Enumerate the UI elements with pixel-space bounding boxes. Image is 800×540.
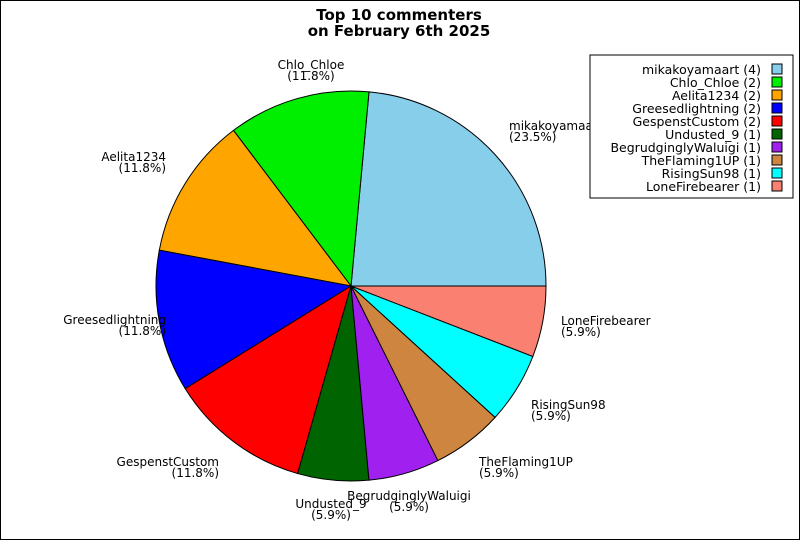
legend-label-aelita1234: Aelita1234 (2) xyxy=(672,88,761,103)
legend-label-undusted-9: Undusted_9 (1) xyxy=(665,127,761,142)
legend-swatch-lonefirebearer xyxy=(771,180,783,192)
legend-swatch-gespenstcustom xyxy=(771,115,783,127)
slice-percent-chlo-chloe: (11.8%) xyxy=(287,69,334,83)
slice-percent-lonefirebearer: (5.9%) xyxy=(561,325,601,339)
legend: mikakoyamaart (4)Chlo_Chloe (2)Aelita123… xyxy=(589,54,794,199)
pie-slice-mikakoyamaart xyxy=(350,91,547,287)
legend-swatch-mikakoyamaart xyxy=(771,63,783,75)
pie-slice-chlo-chloe xyxy=(232,90,370,288)
pie-slice-lonefirebearer xyxy=(350,285,547,358)
legend-label-chlo-chloe: Chlo_Chloe (2) xyxy=(670,75,761,90)
slice-label-aelita1234: Aelita1234 xyxy=(101,150,166,164)
legend-label-risingsun98: RisingSun98 (1) xyxy=(662,166,761,181)
chart-title-line-1: Top 10 commenters xyxy=(316,6,482,24)
slice-percent-undusted-9: (5.9%) xyxy=(311,508,351,522)
slice-percent-greesedlightning: (11.8%) xyxy=(119,324,166,338)
pie-slice-gespenstcustom xyxy=(184,284,352,475)
slice-percent-gespenstcustom: (11.8%) xyxy=(172,466,219,480)
slice-label-begrudginglywaluigi: BegrudginglyWaluigi xyxy=(347,489,471,503)
legend-swatch-undusted-9 xyxy=(771,128,783,140)
slice-label-mikakoyamaart: mikakoyamaart xyxy=(509,119,603,133)
legend-swatch-greesedlightning xyxy=(771,102,783,114)
legend-box xyxy=(589,54,794,199)
pie-slice-aelita1234 xyxy=(158,129,353,287)
slice-percent-theflaming1up: (5.9%) xyxy=(479,466,519,480)
chart-title-line-2: on February 6th 2025 xyxy=(308,22,491,40)
slice-label-gespenstcustom: GespenstCustom xyxy=(117,455,219,469)
legend-swatch-chlo-chloe xyxy=(771,76,783,88)
slice-percent-mikakoyamaart: (23.5%) xyxy=(509,130,556,144)
slice-label-undusted-9: Undusted_9 xyxy=(295,497,366,511)
slice-label-risingsun98: RisingSun98 xyxy=(531,398,606,412)
legend-swatch-theflaming1up xyxy=(771,154,783,166)
legend-label-mikakoyamaart: mikakoyamaart (4) xyxy=(642,62,761,77)
legend-label-greesedlightning: Greesedlightning (2) xyxy=(632,101,761,116)
pie-slices xyxy=(155,90,547,482)
slice-label-lonefirebearer: LoneFirebearer xyxy=(561,314,651,328)
pie-labels: mikakoyamaart(23.5%)Chlo_Chloe(11.8%)Ael… xyxy=(63,58,650,522)
legend-label-begrudginglywaluigi: BegrudginglyWaluigi (1) xyxy=(610,140,761,155)
slice-percent-begrudginglywaluigi: (5.9%) xyxy=(389,500,429,514)
slice-percent-aelita1234: (11.8%) xyxy=(119,161,166,175)
slice-label-greesedlightning: Greesedlightning xyxy=(63,313,166,327)
legend-swatch-begrudginglywaluigi xyxy=(771,141,783,153)
pie-slice-greesedlightning xyxy=(155,249,353,390)
legend-label-lonefirebearer: LoneFirebearer (1) xyxy=(646,179,761,194)
slice-label-theflaming1up: TheFlaming1UP xyxy=(478,455,573,469)
legend-swatch-risingsun98 xyxy=(771,167,783,179)
legend-label-gespenstcustom: GespenstCustom (2) xyxy=(633,114,761,129)
slice-label-chlo-chloe: Chlo_Chloe xyxy=(278,58,345,72)
legend-swatch-aelita1234 xyxy=(771,89,783,101)
legend-label-theflaming1up: TheFlaming1UP (1) xyxy=(641,153,761,168)
slice-percent-risingsun98: (5.9%) xyxy=(531,409,571,423)
